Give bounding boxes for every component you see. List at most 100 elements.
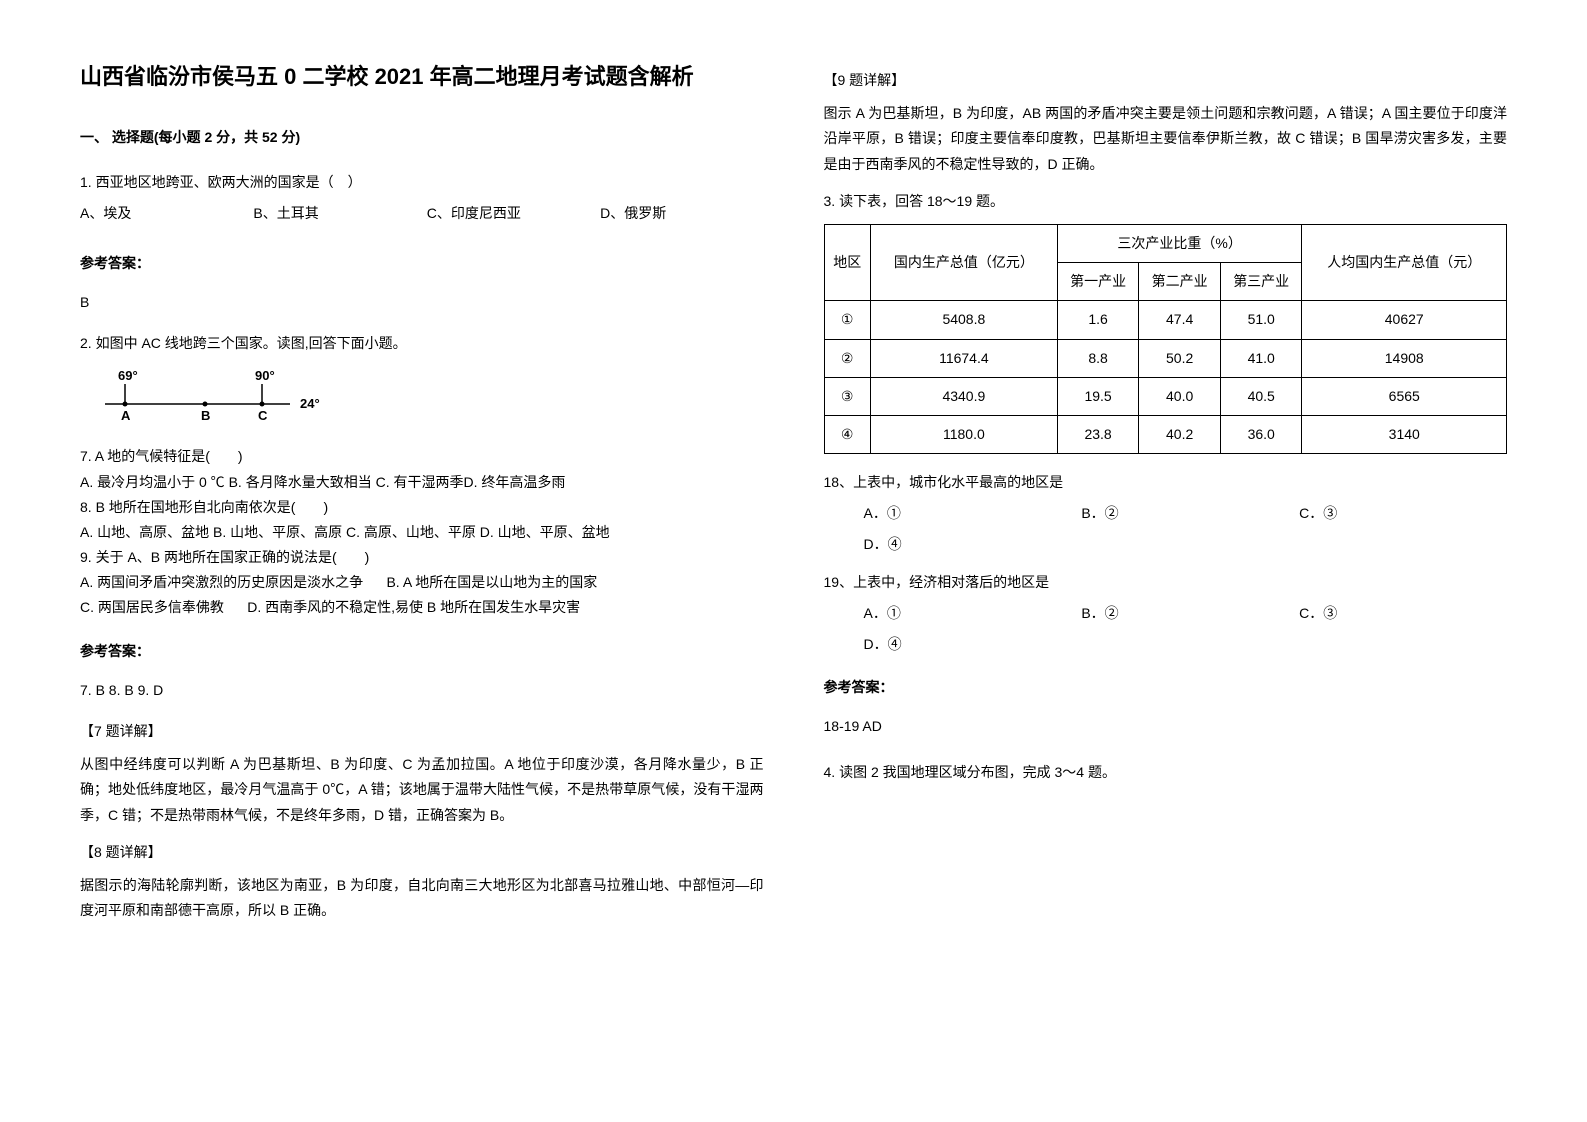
q2-answer-label: 参考答案： (80, 639, 764, 664)
cell-p1: 23.8 (1057, 415, 1139, 453)
table-row: ④ 1180.0 23.8 40.2 36.0 3140 (824, 415, 1507, 453)
cell-p2: 40.0 (1139, 377, 1221, 415)
section-header: 一、 选择题(每小题 2 分，共 52 分) (80, 125, 764, 150)
q1-opt-d: D、俄罗斯 (600, 201, 763, 226)
q3-sub19-opts-row2: D．④ (824, 632, 1508, 657)
cell-p3: 51.0 (1220, 301, 1302, 339)
th-per-capita: 人均国内生产总值（元） (1302, 224, 1507, 300)
cell-region: ③ (824, 377, 870, 415)
question-2: 2. 如图中 AC 线地跨三个国家。读图,回答下面小题。 69° 90° 24°… (80, 331, 764, 621)
question-4: 4. 读图 2 我国地理区域分布图，完成 3～4 题。 (824, 760, 1508, 785)
q2-sub9-opt-a: A. 两国间矛盾冲突激烈的历史原因是淡水之争 (80, 574, 363, 590)
q3-sub18: 18、上表中，城市化水平最高的地区是 (824, 470, 1508, 495)
q2-sub9-row1: A. 两国间矛盾冲突激烈的历史原因是淡水之争 B. A 地所在国是以山地为主的国… (80, 570, 764, 595)
q2-sub8-opts: A. 山地、高原、盆地 B. 山地、平原、高原 C. 高原、山地、平原 D. 山… (80, 520, 764, 545)
q2-answers: 7. B 8. B 9. D (80, 678, 764, 703)
question-3: 3. 读下表，回答 18～19 题。 地区 国内生产总值（亿元） 三次产业比重（… (824, 189, 1508, 657)
q1-answer-label: 参考答案： (80, 251, 764, 276)
cell-pc: 3140 (1302, 415, 1507, 453)
q2-sub8: 8. B 地所在国地形自北向南依次是( ) (80, 495, 764, 520)
cell-p3: 40.5 (1220, 377, 1302, 415)
q2-sub7-opts: A. 最冷月均温小于 0 ℃ B. 各月降水量大致相当 C. 有干湿两季D. 终… (80, 470, 764, 495)
q2-sub9-opt-b: B. A 地所在国是以山地为主的国家 (386, 574, 597, 590)
exp8-header: 【8 题详解】 (80, 840, 764, 865)
q2-sub9-opt-c: C. 两国居民多信奉佛教 (80, 599, 224, 615)
question-1: 1. 西亚地区地跨亚、欧两大洲的国家是（ ） A、埃及 B、土耳其 C、印度尼西… (80, 170, 764, 232)
table-header-row1: 地区 国内生产总值（亿元） 三次产业比重（%） 人均国内生产总值（元） (824, 224, 1507, 262)
q3-sub19-opt-c: C．③ (1299, 601, 1507, 626)
table-row: ③ 4340.9 19.5 40.0 40.5 6565 (824, 377, 1507, 415)
q2-sub9-row2: C. 两国居民多信奉佛教 D. 西南季风的不稳定性,易使 B 地所在国发生水旱灾… (80, 595, 764, 620)
industry-table: 地区 国内生产总值（亿元） 三次产业比重（%） 人均国内生产总值（元） 第一产业… (824, 224, 1508, 454)
cell-gdp: 1180.0 (870, 415, 1057, 453)
q1-opt-c: C、印度尼西亚 (427, 201, 590, 226)
diagram-label-90: 90° (255, 368, 275, 383)
q2-sub9: 9. 关于 A、B 两地所在国家正确的说法是( ) (80, 545, 764, 570)
cell-pc: 6565 (1302, 377, 1507, 415)
q1-text: 1. 西亚地区地跨亚、欧两大洲的国家是（ ） (80, 170, 764, 195)
q2-sub7: 7. A 地的气候特征是( ) (80, 444, 764, 469)
cell-gdp: 11674.4 (870, 339, 1057, 377)
q3-sub19-opt-a: A．① (864, 601, 1072, 626)
q1-opt-b: B、土耳其 (253, 201, 416, 226)
exp9-text: 图示 A 为巴基斯坦，B 为印度，AB 两国的矛盾冲突主要是领土问题和宗教问题，… (824, 101, 1508, 177)
q2-diagram: 69° 90° 24° A B C (100, 366, 764, 434)
point-b-dot (203, 402, 208, 407)
th-tertiary: 第三产业 (1220, 263, 1302, 301)
q3-sub19: 19、上表中，经济相对落后的地区是 (824, 570, 1508, 595)
cell-region: ① (824, 301, 870, 339)
cell-p1: 19.5 (1057, 377, 1139, 415)
point-a-dot (123, 402, 128, 407)
cell-p1: 8.8 (1057, 339, 1139, 377)
exp8-text: 据图示的海陆轮廓判断，该地区为南亚，B 为印度，自北向南三大地形区为北部喜马拉雅… (80, 873, 764, 923)
th-industry-ratio: 三次产业比重（%） (1057, 224, 1302, 262)
q3-sub18-opt-b: B．② (1081, 501, 1289, 526)
q3-sub18-opts-row2: D．④ (824, 532, 1508, 557)
cell-p2: 50.2 (1139, 339, 1221, 377)
th-gdp: 国内生产总值（亿元） (870, 224, 1057, 300)
q3-sub18-opt-d: D．④ (864, 536, 902, 552)
exp9-header: 【9 题详解】 (824, 68, 1508, 93)
diagram-label-69: 69° (118, 368, 138, 383)
table-row: ① 5408.8 1.6 47.4 51.0 40627 (824, 301, 1507, 339)
q2-text: 2. 如图中 AC 线地跨三个国家。读图,回答下面小题。 (80, 331, 764, 356)
q1-opt-a: A、埃及 (80, 201, 243, 226)
right-column: 【9 题详解】 图示 A 为巴基斯坦，B 为印度，AB 两国的矛盾冲突主要是领土… (824, 60, 1508, 1062)
q3-answer: 18-19 AD (824, 714, 1508, 739)
q3-sub18-opts-row1: A．① B．② C．③ (824, 501, 1508, 526)
diagram-label-24: 24° (300, 396, 320, 411)
q3-text: 3. 读下表，回答 18～19 题。 (824, 189, 1508, 214)
cell-p3: 41.0 (1220, 339, 1302, 377)
q3-sub18-opt-c: C．③ (1299, 501, 1507, 526)
point-c-label: C (258, 408, 268, 423)
th-region: 地区 (824, 224, 870, 300)
cell-region: ④ (824, 415, 870, 453)
cell-pc: 14908 (1302, 339, 1507, 377)
q1-options-row1: A、埃及 B、土耳其 C、印度尼西亚 D、俄罗斯 (80, 201, 764, 226)
cell-p3: 36.0 (1220, 415, 1302, 453)
exp7-text: 从图中经纬度可以判断 A 为巴基斯坦、B 为印度、C 为孟加拉国。A 地位于印度… (80, 752, 764, 828)
point-c-dot (260, 402, 265, 407)
th-secondary: 第二产业 (1139, 263, 1221, 301)
q3-sub19-opts-row1: A．① B．② C．③ (824, 601, 1508, 626)
latitude-diagram-svg: 69° 90° 24° A B C (100, 366, 340, 426)
q2-sub9-opt-d: D. 西南季风的不稳定性,易使 B 地所在国发生水旱灾害 (247, 599, 580, 615)
q4-text: 4. 读图 2 我国地理区域分布图，完成 3～4 题。 (824, 760, 1508, 785)
cell-gdp: 5408.8 (870, 301, 1057, 339)
q1-answer: B (80, 290, 764, 315)
q3-answer-label: 参考答案： (824, 675, 1508, 700)
cell-region: ② (824, 339, 870, 377)
exp7-header: 【7 题详解】 (80, 719, 764, 744)
cell-p2: 47.4 (1139, 301, 1221, 339)
cell-p1: 1.6 (1057, 301, 1139, 339)
point-a-label: A (121, 408, 131, 423)
table-row: ② 11674.4 8.8 50.2 41.0 14908 (824, 339, 1507, 377)
th-primary: 第一产业 (1057, 263, 1139, 301)
cell-p2: 40.2 (1139, 415, 1221, 453)
q3-sub19-opt-b: B．② (1081, 601, 1289, 626)
point-b-label: B (201, 408, 210, 423)
left-column: 山西省临汾市侯马五 0 二学校 2021 年高二地理月考试题含解析 一、 选择题… (80, 60, 764, 1062)
q3-sub19-opt-d: D．④ (864, 636, 902, 652)
page-title: 山西省临汾市侯马五 0 二学校 2021 年高二地理月考试题含解析 (80, 60, 764, 93)
cell-pc: 40627 (1302, 301, 1507, 339)
